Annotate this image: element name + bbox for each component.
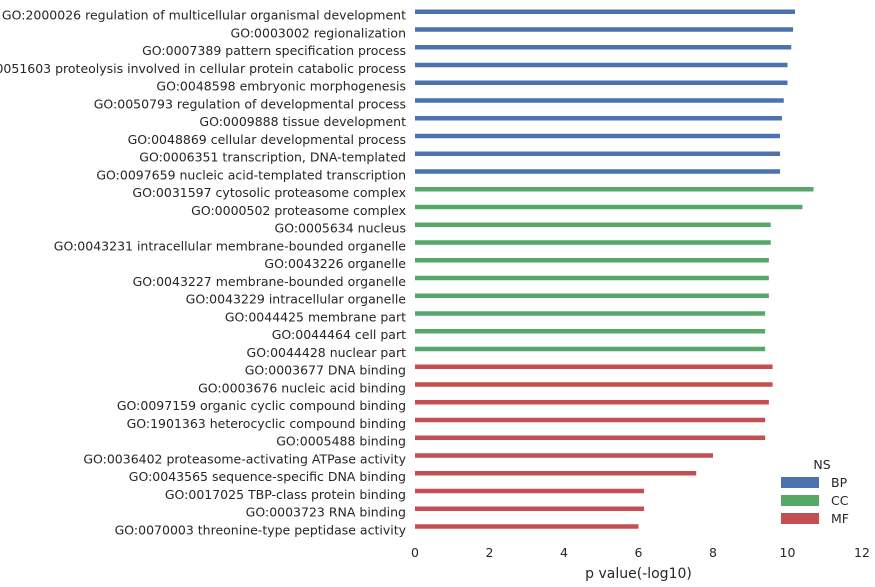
- y-tick-label: GO:0070003 threonine-type peptidase acti…: [115, 522, 407, 537]
- y-tick-label: GO:0003723 RNA binding: [246, 505, 406, 520]
- bar-mf: [415, 524, 639, 529]
- bar-bp: [415, 116, 782, 121]
- y-tick-label: GO:0043229 intracellular organelle: [186, 292, 407, 307]
- bar-cc: [415, 204, 803, 210]
- bar-cc: [415, 222, 771, 227]
- bar-bp: [415, 151, 781, 156]
- y-tick-label: GO:0048598 embryonic morphogenesis: [156, 79, 406, 94]
- x-tick-label: 2: [486, 545, 494, 560]
- x-tick-label: 8: [709, 545, 717, 560]
- y-tick-label: GO:0000502 proteasome complex: [191, 203, 406, 218]
- y-tick-label: GO:0044425 membrane part: [225, 309, 406, 324]
- bar-cc: [415, 187, 814, 192]
- y-tick-label: GO:0031597 cytosolic proteasome complex: [132, 185, 406, 200]
- y-tick-label: GO:0006351 transcription, DNA-templated: [139, 150, 406, 165]
- y-tick-label: GO:1901363 heterocyclic compound binding: [127, 416, 406, 431]
- y-tick-label: GO:0007389 pattern specification process: [142, 43, 406, 58]
- y-tick-label: GO:0036402 proteasome-activating ATPase …: [83, 451, 406, 466]
- bar-mf: [415, 488, 645, 494]
- x-tick-label: 4: [560, 545, 568, 560]
- y-tick-label: GO:0043226 organelle: [264, 256, 406, 271]
- y-tick-label: GO:0043231 intracellular membrane-bounde…: [54, 238, 407, 253]
- bar-mf: [415, 417, 766, 423]
- x-axis-label: p value(-log10): [585, 566, 692, 582]
- y-tick-label: GO:0050793 regulation of developmental p…: [94, 96, 406, 111]
- bar-cc: [415, 258, 769, 263]
- bar-mf: [415, 400, 769, 405]
- bar-mf: [415, 471, 697, 476]
- bar-mf: [415, 364, 773, 369]
- legend-label-mf: MF: [831, 511, 849, 526]
- y-tick-label: GO:0048869 cellular developmental proces…: [128, 132, 406, 147]
- y-tick-label: GO:0097659 nucleic acid-templated transc…: [96, 167, 406, 182]
- y-tick-label: GO:0017025 TBP-class protein binding: [165, 487, 406, 502]
- x-tick-label: 0: [411, 545, 419, 560]
- y-tick-label: GO:2000026 regulation of multicellular o…: [2, 8, 406, 23]
- y-tick-label: GO:0097159 organic cyclic compound bindi…: [117, 398, 406, 413]
- bar-bp: [415, 27, 794, 32]
- bar-cc: [415, 329, 766, 334]
- x-axis-ticks: 0 2 4 6 8 10 12: [411, 545, 870, 560]
- bar-bp: [415, 45, 792, 50]
- x-tick-label: 6: [635, 545, 643, 560]
- bar-bp: [415, 80, 788, 85]
- bar-bp: [415, 133, 781, 139]
- y-tick-label: GO:0044464 cell part: [272, 327, 406, 342]
- x-tick-label: 10: [780, 545, 796, 560]
- y-tick-label: GO:0005488 binding: [276, 434, 406, 449]
- y-tick-label: GO:0003676 nucleic acid binding: [198, 380, 406, 395]
- y-tick-label: GO:0005634 nucleus: [275, 221, 406, 236]
- y-axis-labels: GO:2000026 regulation of multicellular o…: [0, 8, 407, 538]
- bar-mf: [415, 382, 773, 387]
- y-tick-label: GO:0043565 sequence-specific DNA binding: [129, 469, 406, 484]
- bar-cc: [415, 293, 769, 298]
- bar-cc: [415, 311, 766, 316]
- legend-title: NS: [813, 457, 830, 472]
- legend-swatch-mf: [781, 513, 819, 524]
- bar-bp: [415, 9, 795, 14]
- bar-mf: [415, 506, 645, 511]
- legend-swatch-cc: [781, 495, 819, 506]
- x-tick-label: 12: [854, 545, 870, 560]
- bar-cc: [415, 240, 771, 245]
- y-tick-label: GO:0009888 tissue development: [199, 114, 406, 129]
- bars-group: [415, 9, 814, 529]
- bar-cc: [415, 346, 766, 352]
- bar-mf: [415, 453, 713, 458]
- y-tick-label: GO:0043227 membrane-bounded organelle: [133, 274, 407, 289]
- bar-cc: [415, 275, 769, 281]
- legend-label-bp: BP: [831, 475, 848, 490]
- bar-bp: [415, 62, 788, 68]
- y-tick-label: GO:0044428 nuclear part: [247, 345, 407, 360]
- y-tick-label: GO:0003677 DNA binding: [245, 363, 406, 378]
- bar-bp: [415, 169, 781, 174]
- y-tick-label: GO:0003002 regionalization: [231, 25, 406, 40]
- bar-bp: [415, 98, 784, 103]
- legend-swatch-bp: [781, 477, 819, 488]
- bar-mf: [415, 435, 766, 440]
- y-tick-label: GO:0051603 proteolysis involved in cellu…: [0, 61, 406, 76]
- legend-label-cc: CC: [831, 493, 849, 508]
